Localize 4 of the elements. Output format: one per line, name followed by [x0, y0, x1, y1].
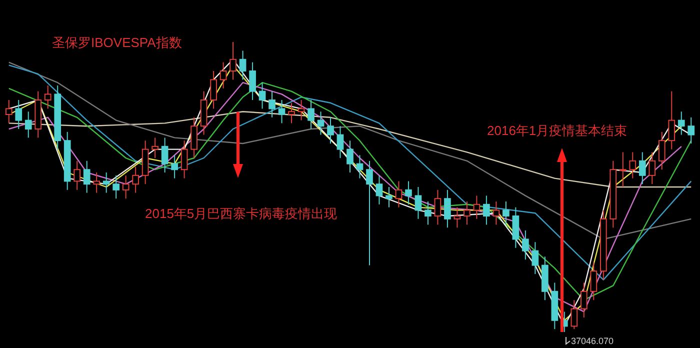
text: 37046.070: [571, 336, 614, 346]
chart-title: 圣保罗IBOVESPA指数: [52, 35, 182, 50]
annotation: 2015年5月巴西寨卡病毒疫情出现: [145, 206, 338, 221]
annotation: 2016年1月疫情基本结束: [487, 123, 628, 138]
